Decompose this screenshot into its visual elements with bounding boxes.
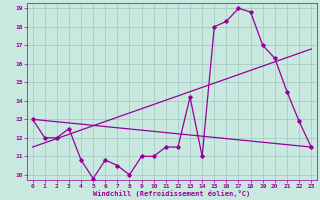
X-axis label: Windchill (Refroidissement éolien,°C): Windchill (Refroidissement éolien,°C) <box>93 190 251 197</box>
